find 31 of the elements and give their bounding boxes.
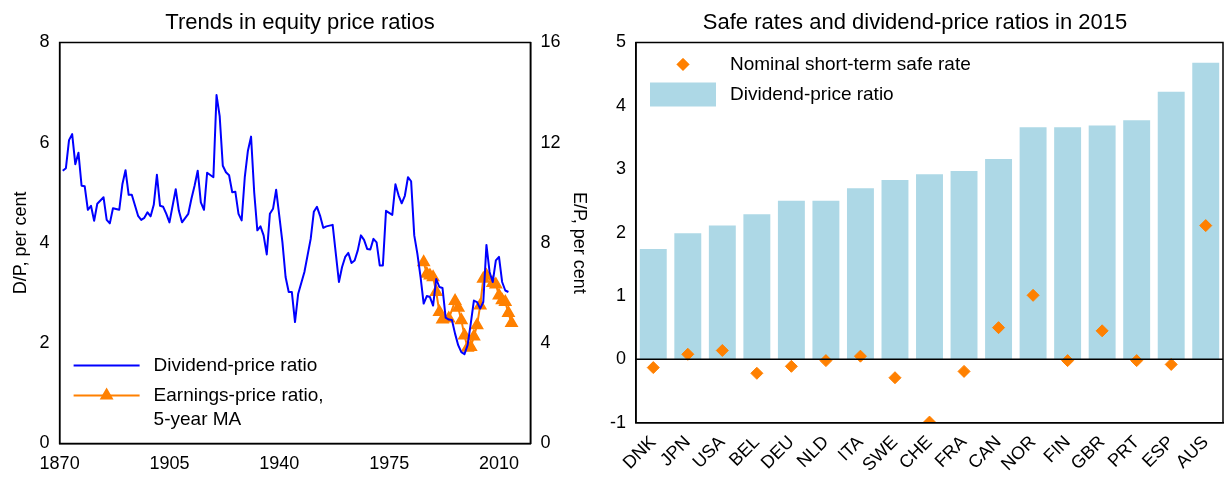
y2-tick-label: 8 xyxy=(540,231,551,252)
x-tick-label: NLD xyxy=(792,431,833,472)
y-tick-label: 2 xyxy=(39,332,50,353)
y2-tick-label: 4 xyxy=(540,332,551,353)
y-tick-label: 2 xyxy=(615,221,626,242)
y2-tick-label: 16 xyxy=(540,31,561,52)
x-tick-label: 2010 xyxy=(478,453,520,474)
y2-axis-title: E/P, per cent xyxy=(570,192,591,294)
y-tick-label: 6 xyxy=(39,131,50,152)
y-tick-label: -1 xyxy=(609,411,626,432)
y-tick-label: 5 xyxy=(615,31,626,52)
y-tick-label: 0 xyxy=(615,348,626,369)
chart-title: Safe rates and dividend-price ratios in 2015 xyxy=(702,9,1128,35)
legend-label: Earnings-price ratio, 5-year MA xyxy=(153,383,324,429)
x-tick-label: 1905 xyxy=(149,453,190,474)
x-tick-label: 1975 xyxy=(369,453,410,474)
y-axis-title: D/P, per cent xyxy=(9,191,30,295)
y-tick-label: 3 xyxy=(615,158,626,179)
y2-tick-label: 12 xyxy=(540,131,561,152)
y-tick-label: 8 xyxy=(39,31,50,52)
x-tick-label: 1870 xyxy=(39,453,80,474)
y-tick-label: 4 xyxy=(615,94,626,115)
chart-title: Trends in equity price ratios xyxy=(165,9,435,35)
y2-tick-label: 0 xyxy=(540,432,551,453)
x-tick-label: 1940 xyxy=(259,453,300,474)
y-tick-label: 0 xyxy=(39,432,50,453)
y-tick-label: 1 xyxy=(615,284,626,305)
y-tick-label: 4 xyxy=(39,231,50,252)
legend-label: Nominal short-term safe rate xyxy=(730,52,971,74)
legend-label: Dividend-price ratio xyxy=(730,82,894,104)
legend-label: Dividend-price ratio xyxy=(153,353,318,375)
